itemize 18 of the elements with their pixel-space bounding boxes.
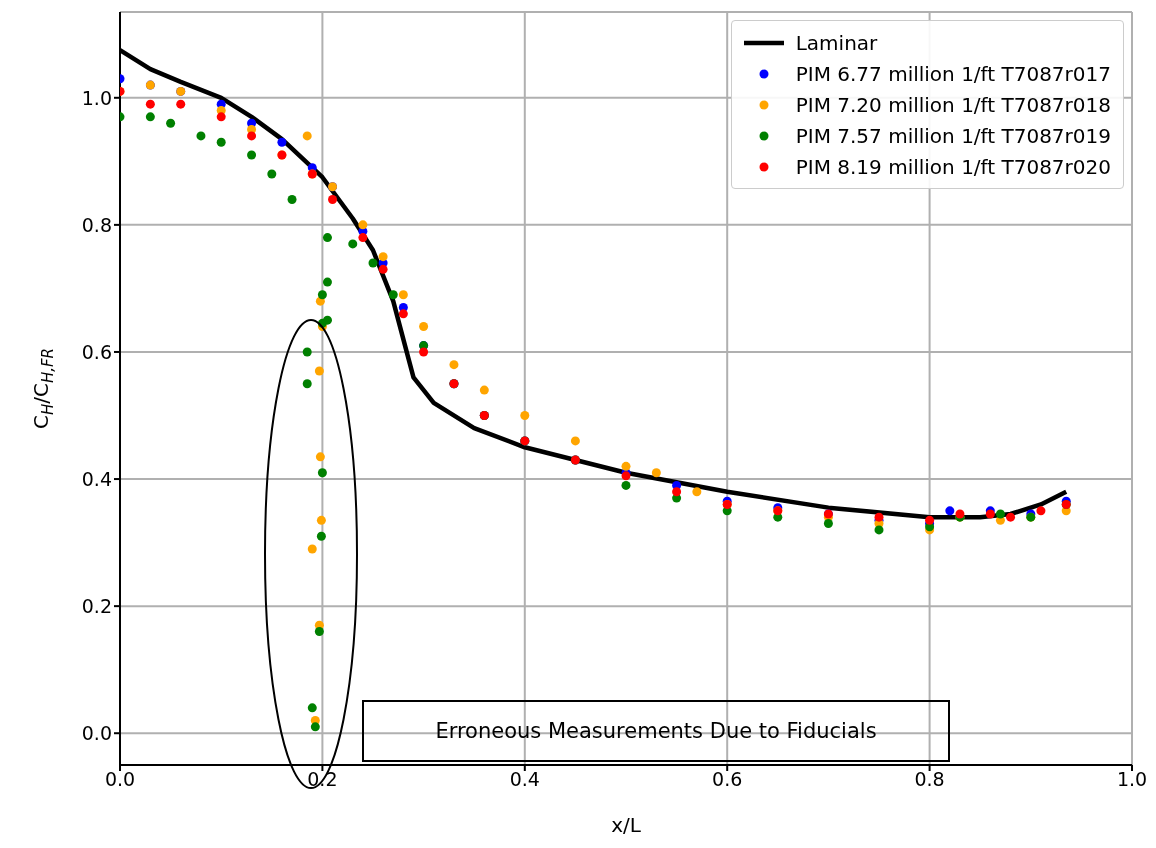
x-tick-label: 1.0 bbox=[1116, 768, 1148, 791]
annotation: Erroneous Measurements Due to Fiducials bbox=[362, 700, 950, 762]
y-tick-label: 1.0 bbox=[81, 86, 112, 109]
legend-label: PIM 7.20 million 1/ft T7087r018 bbox=[795, 92, 1111, 117]
x-tick-label: 0.0 bbox=[104, 768, 136, 791]
x-axis-title: x/L bbox=[611, 813, 642, 837]
x-tick-label: 0.6 bbox=[712, 768, 743, 791]
y-tick-label: 0.6 bbox=[81, 340, 112, 363]
legend-label: PIM 8.19 million 1/ft T7087r020 bbox=[795, 154, 1111, 179]
y-tick-label: 0.0 bbox=[81, 721, 112, 744]
y-tick-label: 0.2 bbox=[81, 594, 112, 617]
y-tick-label: 0.8 bbox=[81, 213, 112, 236]
x-tick-label: 0.4 bbox=[509, 768, 540, 791]
y-tick-label: 0.4 bbox=[81, 467, 112, 490]
legend-label: Laminar bbox=[795, 30, 878, 55]
legend-label: PIM 6.77 million 1/ft T7087r017 bbox=[795, 61, 1111, 86]
x-tick-label: 0.8 bbox=[914, 768, 945, 791]
legend-label: PIM 7.57 million 1/ft T7087r019 bbox=[795, 123, 1111, 148]
